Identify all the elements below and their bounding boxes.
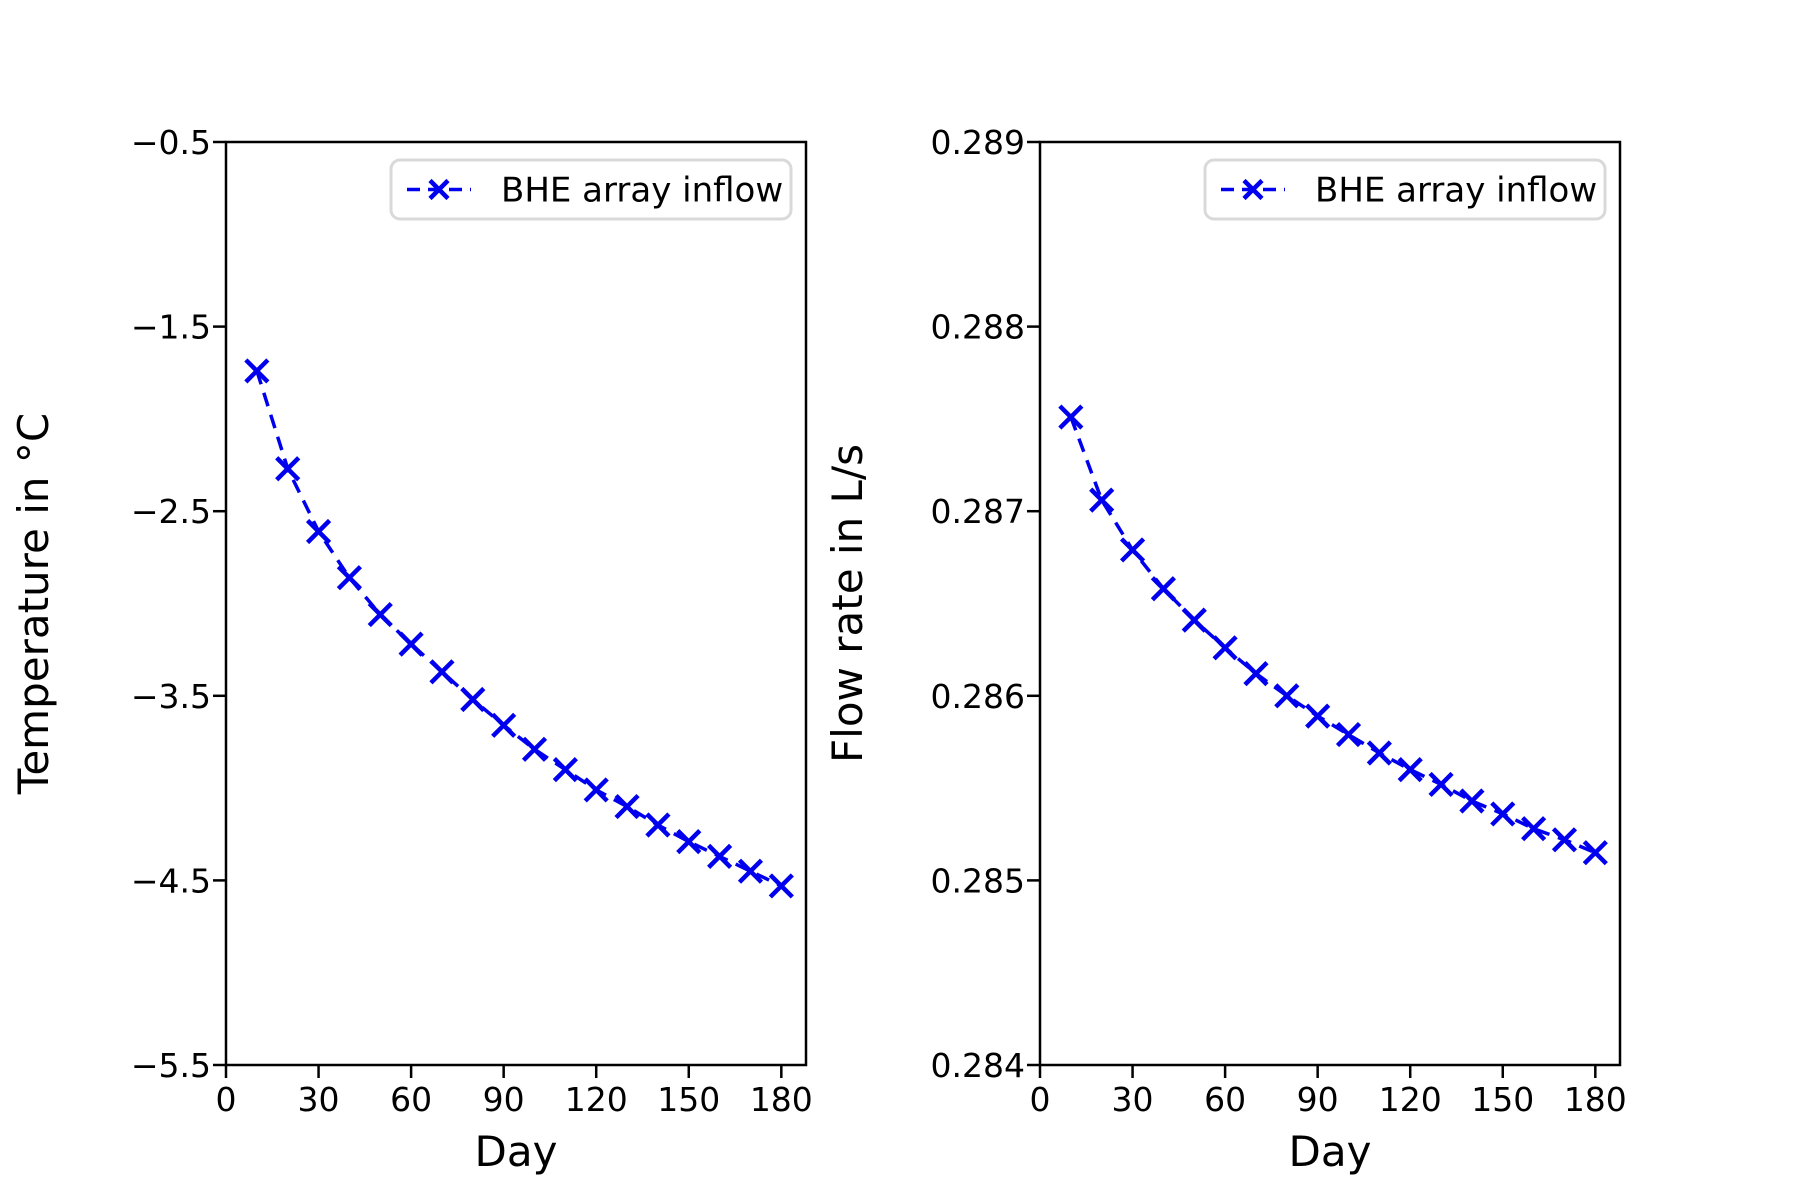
data-point-marker bbox=[1490, 801, 1516, 827]
data-point-marker bbox=[429, 659, 455, 685]
data-point-marker bbox=[491, 712, 517, 738]
data-point-marker bbox=[1335, 721, 1362, 748]
data-point-marker bbox=[645, 812, 671, 838]
x-tick-label: 150 bbox=[657, 1080, 720, 1119]
data-point-marker bbox=[1181, 607, 1207, 633]
data-point-marker bbox=[1397, 757, 1423, 783]
data-point-marker bbox=[1428, 771, 1454, 797]
y-tick-label: −3.5 bbox=[131, 677, 211, 716]
data-point-marker bbox=[1521, 816, 1547, 842]
temperature-chart: 0 30 60 90 120 150 180 −0.5 −1.5 −2.5 −3.5 −4.5 −5.5… bbox=[9, 123, 813, 1176]
data-point-marker bbox=[583, 777, 609, 803]
data-point-marker bbox=[521, 736, 548, 762]
x-tick-label: 90 bbox=[483, 1080, 525, 1119]
y-tick-label: −1.5 bbox=[131, 308, 211, 347]
y-tick-label: 0.285 bbox=[931, 861, 1025, 900]
data-point-marker bbox=[1212, 635, 1238, 661]
y-axis-label: Temperature in °C bbox=[9, 413, 58, 795]
data-point-marker bbox=[1243, 661, 1269, 687]
y-tick-label: 0.284 bbox=[931, 1046, 1025, 1085]
y-tick-label: 0.286 bbox=[931, 677, 1025, 716]
data-point-marker bbox=[244, 358, 270, 384]
y-tick-label: −0.5 bbox=[131, 123, 211, 162]
x-tick-label: 60 bbox=[390, 1080, 432, 1119]
series-line bbox=[1069, 416, 1596, 855]
data-point-marker bbox=[768, 873, 794, 899]
x-tick-label: 0 bbox=[216, 1080, 237, 1119]
data-point-marker bbox=[1582, 840, 1608, 866]
x-axis-label: Day bbox=[475, 1127, 558, 1176]
legend-marker-sample bbox=[428, 178, 450, 201]
x-tick-label: 120 bbox=[565, 1080, 628, 1119]
x-tick-label: 180 bbox=[750, 1080, 813, 1119]
data-point-marker bbox=[737, 858, 764, 884]
y-tick-label: 0.289 bbox=[931, 123, 1025, 162]
x-tick-label: 0 bbox=[1030, 1080, 1051, 1119]
x-tick-label: 30 bbox=[1112, 1080, 1154, 1119]
legend: BHE array inflow bbox=[1203, 158, 1607, 221]
data-point-marker bbox=[1274, 683, 1300, 709]
data-point-marker bbox=[552, 757, 578, 783]
data-point-marker bbox=[1058, 404, 1084, 430]
data-point-marker bbox=[676, 829, 702, 855]
data-point-marker bbox=[398, 631, 424, 657]
data-point-marker bbox=[1305, 703, 1331, 729]
y-tick-label: −2.5 bbox=[131, 492, 211, 531]
data-point-marker bbox=[1089, 487, 1115, 513]
plot-frame bbox=[224, 140, 808, 1067]
plot-frame bbox=[1038, 140, 1622, 1067]
data-point-marker bbox=[336, 565, 362, 591]
x-tick-label: 120 bbox=[1379, 1080, 1442, 1119]
x-tick-label: 180 bbox=[1564, 1080, 1627, 1119]
data-point-marker bbox=[367, 601, 393, 628]
legend-box bbox=[389, 158, 793, 221]
y-tick-label: −4.5 bbox=[131, 861, 211, 900]
y-axis-label: Flow rate in L/s bbox=[823, 444, 872, 763]
data-point-marker bbox=[1366, 740, 1392, 766]
data-point-marker bbox=[1150, 576, 1176, 602]
data-point-marker bbox=[614, 793, 640, 820]
y-tick-label: 0.288 bbox=[931, 308, 1025, 347]
data-point-marker bbox=[1119, 537, 1146, 563]
legend-box bbox=[1203, 158, 1607, 221]
legend: BHE array inflow bbox=[389, 158, 793, 221]
x-tick-label: 150 bbox=[1471, 1080, 1534, 1119]
legend-marker-sample bbox=[1242, 178, 1264, 201]
x-tick-label: 30 bbox=[298, 1080, 340, 1119]
x-tick-label: 90 bbox=[1297, 1080, 1339, 1119]
legend-label: BHE array inflow bbox=[501, 171, 783, 211]
data-point-marker bbox=[275, 456, 301, 482]
x-axis-label: Day bbox=[1289, 1127, 1372, 1176]
legend-label: BHE array inflow bbox=[1315, 171, 1597, 211]
y-tick-label: −5.5 bbox=[131, 1046, 211, 1085]
data-point-marker bbox=[1551, 827, 1578, 853]
data-point-marker bbox=[707, 843, 733, 869]
x-tick-label: 60 bbox=[1204, 1080, 1246, 1119]
data-point-marker bbox=[1459, 788, 1485, 814]
flow-rate-chart: 0 30 60 90 120 150 180 0.289 0.288 0.287 0.286 0.28… bbox=[823, 123, 1627, 1176]
data-point-marker bbox=[460, 686, 486, 713]
y-tick-label: 0.287 bbox=[931, 492, 1025, 531]
data-point-marker bbox=[305, 518, 332, 545]
series-line bbox=[255, 370, 783, 888]
